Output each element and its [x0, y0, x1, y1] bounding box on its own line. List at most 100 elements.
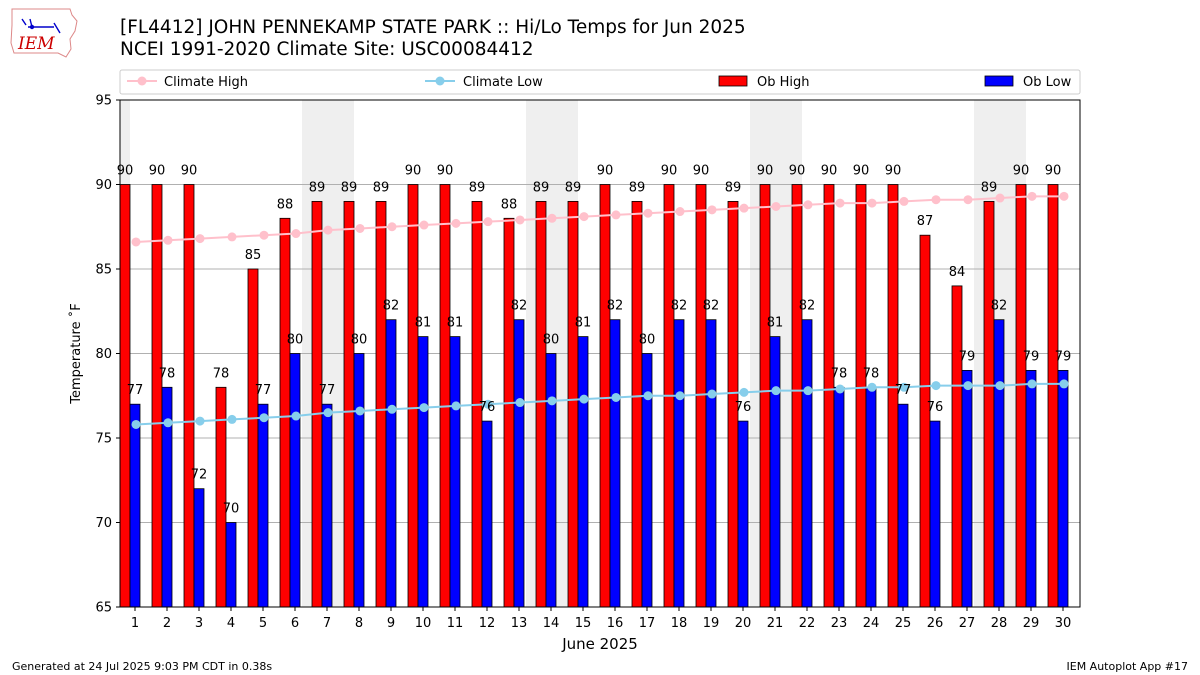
climate-high-point [579, 212, 589, 222]
legend-ob-low-label: Ob Low [1023, 75, 1072, 90]
ob-low-label: 82 [671, 299, 688, 314]
ob-high-bar [311, 200, 323, 608]
climate-low-point [867, 382, 877, 392]
ob-high-bar [151, 184, 163, 608]
ob-high-bar [439, 184, 451, 608]
ob-high-bar [791, 184, 803, 608]
climate-low-point [1027, 379, 1037, 389]
ob-high-bar [983, 200, 995, 608]
x-tick-label: 4 [227, 616, 235, 631]
climate-high-point [451, 218, 461, 228]
ob-high-label: 90 [661, 164, 678, 179]
legend-climate-high-label: Climate High [164, 75, 248, 90]
x-tick-label: 19 [703, 616, 720, 631]
ob-high-label: 88 [277, 197, 294, 212]
chart-title: [FL4412] JOHN PENNEKAMP STATE PARK :: Hi… [120, 17, 746, 38]
climate-high-point [131, 237, 141, 247]
climate-low-point [931, 381, 941, 391]
climate-low-point [547, 396, 557, 406]
ob-high-label: 90 [693, 164, 710, 179]
ob-low-label: 76 [479, 400, 496, 415]
ob-low-bar [545, 353, 557, 608]
ob-low-label: 78 [831, 366, 848, 381]
ob-low-label: 80 [639, 333, 656, 348]
climate-low-point [1059, 379, 1069, 389]
ob-low-bar [257, 403, 269, 608]
climate-high-point [1027, 191, 1037, 201]
ob-high-bar [951, 285, 963, 608]
ob-low-bar [193, 488, 205, 608]
ob-low-bar [353, 353, 365, 608]
ob-high-label: 90 [789, 164, 806, 179]
weather-station-icon [21, 18, 61, 34]
legend-ob-low-swatch [984, 75, 1014, 87]
climate-low-point [515, 398, 525, 408]
plot-frame [119, 99, 1081, 608]
ob-low-bar [865, 386, 877, 608]
ob-low-label: 79 [1055, 349, 1072, 364]
ob-high-bar [535, 200, 547, 608]
ob-low-label: 79 [959, 349, 976, 364]
climate-high-point [387, 222, 397, 232]
x-tick-label: 8 [355, 616, 363, 631]
climate-high-point [675, 207, 685, 217]
x-tick-label: 29 [1023, 616, 1040, 631]
ob-high-label: 89 [981, 180, 998, 195]
climate-low-point [483, 399, 493, 409]
y-tick-label: 90 [95, 178, 112, 193]
x-tick-label: 22 [799, 616, 816, 631]
legend-ob-high-swatch [718, 75, 748, 87]
ob-high-label: 87 [917, 214, 934, 229]
ob-low-label: 81 [767, 316, 784, 331]
climate-low-point [259, 413, 269, 423]
climate-high-point [835, 198, 845, 208]
ob-low-bar [417, 336, 429, 608]
x-tick-label: 17 [639, 616, 656, 631]
y-tick-label: 70 [95, 516, 112, 531]
x-tick-label: 21 [767, 616, 784, 631]
ob-high-label: 88 [501, 197, 518, 212]
climate-high-point [739, 203, 749, 213]
ob-low-bar [513, 319, 525, 608]
climate-high-point [227, 232, 237, 242]
x-tick-label: 24 [863, 616, 880, 631]
ob-low-bar [769, 336, 781, 608]
ob-high-bar [247, 268, 259, 608]
climate-high-line [135, 195, 1064, 243]
ob-low-label: 80 [351, 333, 368, 348]
ob-low-bar [321, 403, 333, 608]
ob-low-bar [993, 319, 1005, 608]
ob-high-label: 89 [469, 180, 486, 195]
climate-low-point [163, 418, 173, 428]
ob-low-bar [673, 319, 685, 608]
legend-box [119, 69, 1081, 95]
iowa-map-outline-icon [10, 8, 78, 58]
climate-low-point [771, 386, 781, 396]
climate-high-point [1059, 191, 1069, 201]
y-tick-label: 75 [95, 432, 112, 447]
x-axis-label: June 2025 [561, 635, 638, 653]
ob-low-bar [609, 319, 621, 608]
climate-high-point [963, 195, 973, 205]
ob-high-label: 90 [885, 164, 902, 179]
ob-high-label: 90 [117, 164, 134, 179]
x-tick-label: 27 [959, 616, 976, 631]
ob-low-label: 77 [127, 383, 144, 398]
climate-low-point [707, 389, 717, 399]
ob-low-bar [961, 369, 973, 608]
iem-logo: IEM [10, 8, 78, 58]
x-tick-label: 2 [163, 616, 171, 631]
x-tick-label: 7 [323, 616, 331, 631]
ob-low-label: 78 [863, 366, 880, 381]
ob-low-label: 80 [287, 333, 304, 348]
x-tick-label: 23 [831, 616, 848, 631]
climate-low-point [963, 381, 973, 391]
ob-high-label: 89 [725, 180, 742, 195]
ob-low-bar [385, 319, 397, 608]
ob-high-label: 90 [853, 164, 870, 179]
climate-low-point [995, 381, 1005, 391]
logo-text: IEM [17, 34, 55, 54]
x-tick-label: 14 [543, 616, 560, 631]
climate-low-point [579, 394, 589, 404]
ob-high-label: 90 [1045, 164, 1062, 179]
